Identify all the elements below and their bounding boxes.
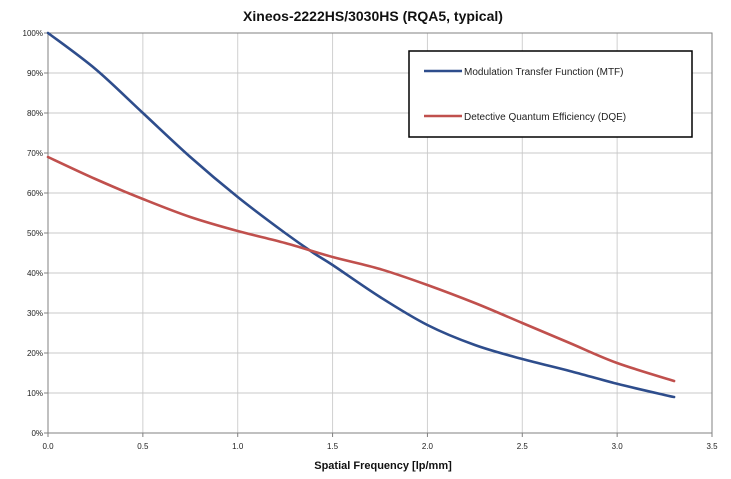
y-tick-label-4: 40%	[27, 269, 43, 278]
x-tick-label-7: 3.5	[706, 442, 718, 451]
x-tick-label-2: 1.0	[232, 442, 244, 451]
series-lines	[46, 31, 676, 399]
legend: Modulation Transfer Function (MTF) Detec…	[408, 50, 693, 138]
legend-box	[408, 50, 693, 138]
y-tick-label-3: 30%	[27, 309, 43, 318]
y-tick-label-7: 70%	[27, 149, 43, 158]
x-tick-label-3: 1.5	[327, 442, 339, 451]
y-tick-label-10: 100%	[23, 29, 43, 38]
y-tick-label-9: 90%	[27, 69, 43, 78]
y-tick-label-2: 20%	[27, 349, 43, 358]
y-tick-label-1: 10%	[27, 389, 43, 398]
x-tick-label-0: 0.0	[42, 442, 54, 451]
y-tick-label-0: 0%	[31, 429, 43, 438]
legend-label-dqe: Detective Quantum Efficiency (DQE)	[464, 112, 626, 123]
series-line-1	[46, 155, 676, 383]
y-axis-ticks: 0% 10% 20% 30% 40% 50% 60% 70% 80% 90% 100%	[23, 29, 48, 438]
legend-label-mtf: Modulation Transfer Function (MTF)	[464, 67, 624, 78]
x-tick-label-1: 0.5	[137, 442, 149, 451]
y-tick-label-6: 60%	[27, 189, 43, 198]
x-tick-label-6: 3.0	[612, 442, 624, 451]
series-line-0	[46, 31, 676, 399]
x-axis-label: Spatial Frequency [lp/mm]	[314, 460, 452, 472]
chart-title: Xineos-2222HS/3030HS (RQA5, typical)	[243, 8, 503, 24]
x-tick-label-4: 2.0	[422, 442, 434, 451]
y-tick-label-8: 80%	[27, 109, 43, 118]
y-tick-label-5: 50%	[27, 229, 43, 238]
x-tick-label-5: 2.5	[517, 442, 529, 451]
x-axis-ticks: 0.0 0.5 1.0 1.5 2.0 2.5 3.0 3.5	[42, 433, 718, 451]
